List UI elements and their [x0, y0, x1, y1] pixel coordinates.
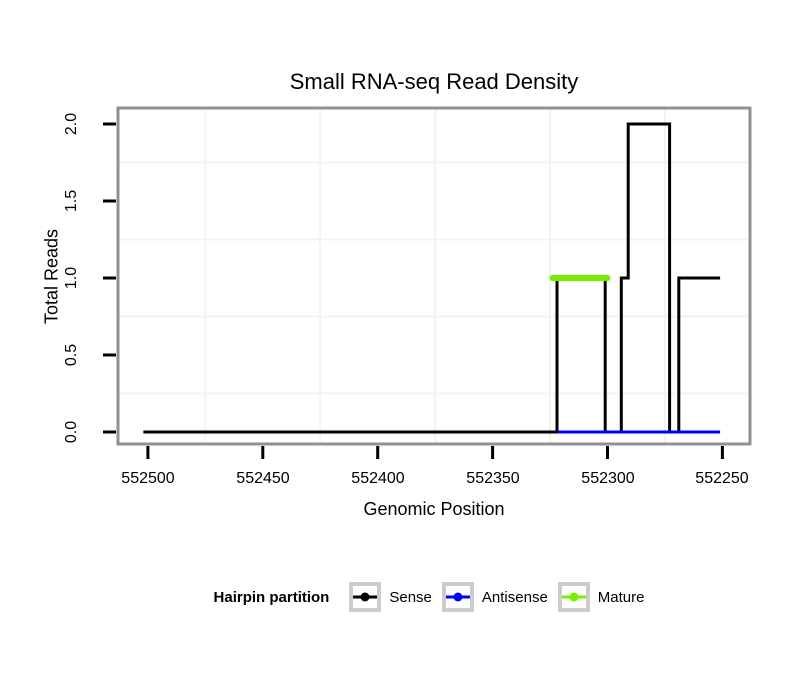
y-tick-label: 0.0: [63, 420, 80, 444]
legend-label-mature: Mature: [597, 588, 645, 606]
x-tick-label: 552300: [581, 470, 635, 487]
legend-key-sense-icon: [349, 582, 382, 612]
legend-item-mature: Mature: [557, 582, 645, 612]
legend-item-antisense: Antisense: [441, 582, 548, 612]
legend-title: Hairpin partition: [213, 588, 330, 606]
y-axis-title: Total Reads: [41, 228, 62, 325]
y-tick-label: 1.5: [63, 189, 80, 213]
legend-key-mature-icon: [557, 582, 590, 612]
y-tick-label: 0.5: [63, 343, 80, 367]
legend-label-sense: Sense: [389, 588, 432, 606]
x-tick-label: 552450: [236, 470, 290, 487]
y-tick-label: 1.0: [63, 266, 80, 290]
chart-title: Small RNA-seq Read Density: [289, 69, 579, 94]
y-tick-label: 2.0: [63, 112, 80, 136]
legend-label-antisense: Antisense: [481, 588, 548, 606]
x-tick-label: 552250: [695, 470, 749, 487]
x-axis-title: Genomic Position: [363, 499, 505, 519]
plot-border: [116, 106, 752, 446]
legend: Hairpin partition Sense Antisense: [118, 579, 750, 615]
x-tick-label: 552500: [121, 470, 175, 487]
x-tick-label: 552400: [351, 470, 405, 487]
legend-key-antisense-icon: [441, 582, 474, 612]
x-tick-label: 552350: [466, 470, 520, 487]
legend-item-sense: Sense: [349, 582, 432, 612]
